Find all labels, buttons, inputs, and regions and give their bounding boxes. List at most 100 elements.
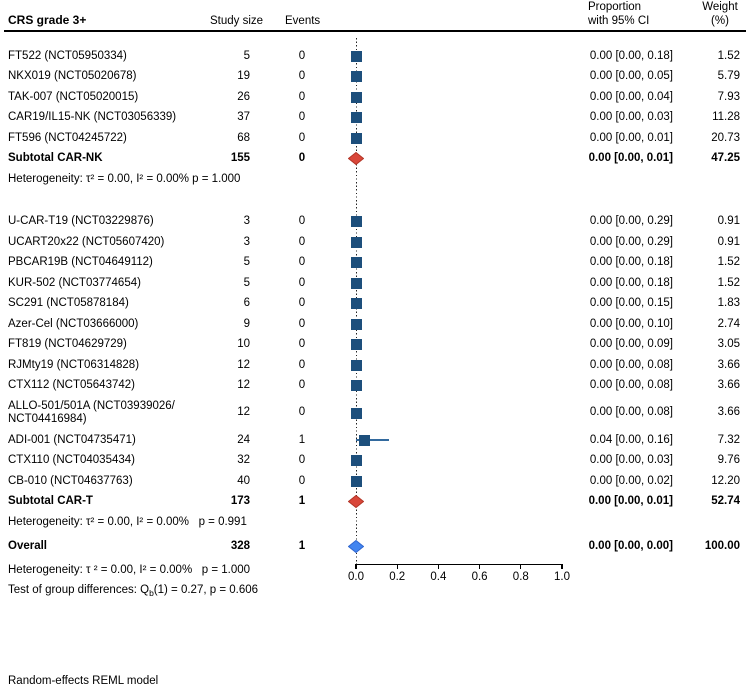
- study-label: CTX110 (NCT04035434): [8, 454, 135, 466]
- study-size-value: 6: [243, 297, 250, 309]
- study-row: CTX112 (NCT05643742) 12 0 0.00 [0.00, 0.08]…: [0, 376, 751, 397]
- study-size-value: 26: [237, 90, 250, 103]
- study-size-value: 40: [237, 474, 250, 487]
- events-value: 0: [298, 297, 306, 309]
- study-size-value: 173: [230, 495, 250, 507]
- study-size-value: 68: [237, 131, 250, 144]
- model-note: Random-effects REML model: [8, 675, 159, 687]
- study-row: ADI-001 (NCT04735471) 24 1 0.04 [0.00, 0.16…: [0, 430, 751, 451]
- effect-square-marker: [350, 236, 362, 248]
- study-label: Overall: [8, 540, 47, 552]
- effect-square-marker: [358, 434, 370, 446]
- proportion-ci-value: 0.00 [0.00, 0.18]: [589, 49, 673, 62]
- proportion-ci-value: 0.04 [0.00, 0.16]: [589, 433, 673, 446]
- study-label: TAK-007 (NCT05020015): [8, 90, 139, 103]
- weight-value: 9.76: [717, 454, 740, 466]
- effect-square-marker: [350, 455, 362, 467]
- header-rule: [4, 30, 746, 32]
- weight-value: 100.00: [704, 540, 740, 552]
- study-size-value: 328: [230, 540, 250, 552]
- study-label: ALLO-501/501A (NCT03939026/ NCT04416984): [8, 399, 175, 426]
- study-row: FT522 (NCT05950334) 5 0 0.00 [0.00, 0.18] 1.…: [0, 46, 751, 67]
- proportion-ci-value: 0.00 [0.00, 0.01]: [589, 131, 673, 144]
- x-axis-tick: [396, 564, 398, 569]
- effect-square-marker: [350, 318, 362, 330]
- effect-square-marker: [350, 407, 362, 419]
- study-label: FT596 (NCT04245722): [8, 131, 127, 144]
- study-size-value: 37: [237, 111, 250, 123]
- study-label: FT819 (NCT04629729): [8, 338, 127, 350]
- study-row: NKX019 (NCT05020678) 19 0 0.00 [0.00, 0.05]…: [0, 67, 751, 88]
- study-row: Subtotal CAR-NK 155 0 0.00 [0.00, 0.01] 47.2…: [0, 149, 751, 170]
- study-row: FT819 (NCT04629729) 10 0 0.00 [0.00, 0.09] 3…: [0, 335, 751, 356]
- weight-value: 52.74: [711, 495, 740, 507]
- proportion-ci-value: 0.00 [0.00, 0.29]: [589, 235, 673, 248]
- study-label: Azer-Cel (NCT03666000): [8, 317, 139, 330]
- proportion-ci-value: 0.00 [0.00, 0.01]: [588, 152, 673, 164]
- events-value: 0: [298, 235, 306, 248]
- stat-row: Heterogeneity: τ² = 0.00, I² = 0.00% p =…: [0, 512, 751, 533]
- column-header-proportion-line1: Proportion: [588, 1, 642, 13]
- events-value: 0: [298, 90, 306, 103]
- proportion-ci-value: 0.00 [0.00, 0.01]: [588, 495, 673, 507]
- study-size-value: 5: [243, 256, 250, 268]
- heterogeneity-stat: Heterogeneity: τ² = 0.00, I² = 0.00% p =…: [8, 515, 247, 528]
- column-header-proportion-line2: with 95% CI: [588, 15, 650, 27]
- study-label: FT522 (NCT05950334): [8, 49, 127, 62]
- study-row: SC291 (NCT05878184) 6 0 0.00 [0.00, 0.15] 1.…: [0, 294, 751, 315]
- events-value: 0: [298, 454, 306, 466]
- group-diff-subscript: b: [149, 587, 154, 598]
- study-label: CAR19/IL15-NK (NCT03056339): [8, 111, 177, 123]
- group-diff-suffix: (1) = 0.27, p = 0.606: [153, 584, 259, 596]
- column-header-study-size: Study size: [210, 15, 264, 27]
- study-row: CTX110 (NCT04035434) 32 0 0.00 [0.00, 0.03]…: [0, 451, 751, 472]
- weight-value: 1.52: [717, 256, 740, 268]
- study-row: PBCAR19B (NCT04649112) 5 0 0.00 [0.00, 0.18…: [0, 253, 751, 274]
- proportion-ci-value: 0.00 [0.00, 0.15]: [589, 297, 673, 309]
- effect-square-marker: [350, 339, 362, 351]
- events-value: 1: [298, 495, 306, 507]
- stat-row: Heterogeneity: τ² = 0.00, I² = 0.00% p =…: [0, 169, 751, 190]
- proportion-ci-value: 0.00 [0.00, 0.08]: [589, 358, 673, 371]
- weight-value: 3.66: [717, 379, 740, 391]
- effect-square-marker: [350, 380, 362, 392]
- proportion-ci-value: 0.00 [0.00, 0.08]: [589, 406, 673, 419]
- effect-square-marker: [350, 298, 362, 310]
- events-value: 0: [298, 152, 306, 164]
- study-row: Overall 328 1 0.00 [0.00, 0.00] 100.00: [0, 537, 751, 558]
- events-value: 1: [298, 433, 306, 446]
- weight-value: 7.32: [717, 433, 740, 446]
- x-axis-tick: [561, 564, 563, 569]
- study-label: SC291 (NCT05878184): [8, 297, 129, 309]
- study-label: U-CAR-T19 (NCT03229876): [8, 215, 154, 227]
- weight-value: 3.66: [717, 406, 740, 419]
- study-row: UCART20x22 (NCT05607420) 3 0 0.00 [0.00, 0.…: [0, 232, 751, 253]
- study-row: Azer-Cel (NCT03666000) 9 0 0.00 [0.00, 0.10…: [0, 314, 751, 335]
- weight-value: 11.28: [712, 111, 740, 123]
- effect-square-marker: [350, 132, 362, 144]
- study-label: CTX112 (NCT05643742): [8, 379, 135, 391]
- subtotal-diamond-marker: [347, 152, 365, 166]
- effect-square-marker: [350, 71, 362, 83]
- study-size-value: 9: [243, 317, 250, 330]
- x-axis-tick-label: 0.0: [348, 571, 364, 583]
- ci-whisker: [356, 439, 389, 442]
- study-row: CAR19/IL15-NK (NCT03056339) 37 0 0.00 [0.00…: [0, 108, 751, 129]
- subtotal-diamond-marker: [347, 495, 365, 509]
- heterogeneity-stat: Heterogeneity: τ² = 0.00, I² = 0.00% p =…: [8, 172, 241, 185]
- study-row: KUR-502 (NCT03774654) 5 0 0.00 [0.00, 0.18]…: [0, 273, 751, 294]
- x-axis-tick-label: 0.8: [512, 571, 529, 583]
- x-axis-tick-label: 0.6: [471, 571, 488, 583]
- proportion-ci-value: 0.00 [0.00, 0.29]: [589, 215, 673, 227]
- weight-value: 0.91: [717, 235, 740, 248]
- effect-square-marker: [350, 91, 362, 103]
- effect-square-marker: [350, 50, 362, 62]
- x-axis-tick-label: 0.4: [430, 571, 447, 583]
- x-axis-tick: [520, 564, 522, 569]
- stat-row: Heterogeneity: τ ² = 0.00, I² = 0.00% p …: [0, 560, 751, 581]
- effect-square-marker: [350, 277, 362, 289]
- x-axis-tick: [437, 564, 439, 569]
- x-axis-tick: [355, 564, 357, 569]
- study-size-value: 5: [243, 49, 250, 62]
